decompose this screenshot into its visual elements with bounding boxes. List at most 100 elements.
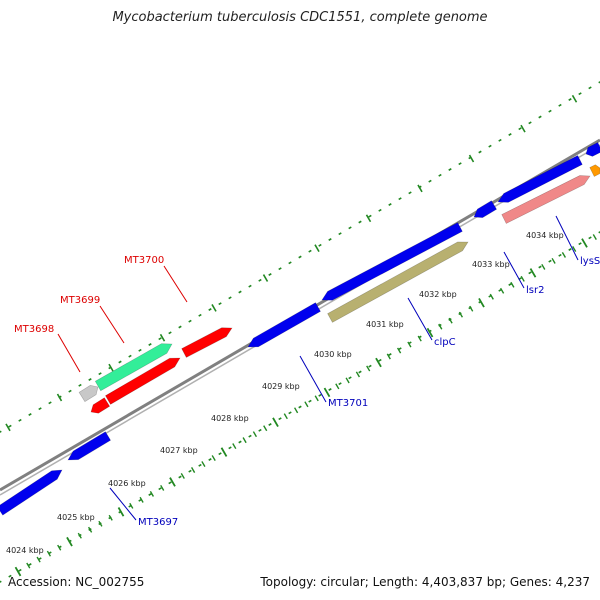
ruler-minor-tick — [57, 544, 62, 551]
ruler-minor-tick — [448, 317, 453, 324]
outer-dot — [338, 232, 342, 236]
ruler-minor-tick — [190, 467, 196, 473]
inner-dot — [598, 231, 600, 234]
inner-dot — [28, 563, 32, 566]
outer-major-tick — [56, 393, 63, 402]
ruler-minor-tick — [386, 353, 391, 360]
gene-label-mt3698: MT3698 — [14, 324, 54, 335]
gene-arrow-blue — [473, 200, 497, 218]
outer-dot — [18, 418, 22, 422]
inner-dot — [208, 458, 212, 461]
ruler-minor-tick — [293, 407, 299, 414]
outer-dot — [128, 354, 132, 358]
outer-dot — [278, 267, 282, 271]
ruler-label: 4030 kbp — [314, 350, 352, 359]
ruler-label: 4034 kbp — [526, 231, 564, 240]
ruler-major-tick — [426, 327, 434, 338]
inner-dot — [238, 440, 242, 444]
outer-dot — [148, 343, 152, 346]
ruler-label: 4025 kbp — [57, 513, 95, 522]
gene-arrow-grey — [78, 385, 99, 403]
label-connector — [555, 215, 579, 261]
ruler-minor-tick — [417, 335, 422, 342]
outer-dot — [208, 308, 212, 311]
ruler-minor-tick — [180, 473, 185, 479]
label-connector — [163, 265, 188, 303]
ruler-minor-tick — [469, 305, 474, 312]
ruler-minor-tick — [108, 514, 113, 521]
labels: 4024 kbp 4025 kbp 4026 kbp 4027 kbp 4028 kbp… — [6, 231, 600, 555]
ruler-minor-tick — [98, 520, 103, 527]
ruler-minor-tick — [438, 323, 443, 330]
outer-dot — [98, 372, 102, 376]
ruler-minor-tick — [335, 383, 340, 390]
outer-dot — [378, 208, 382, 212]
inner-dot — [158, 487, 162, 491]
outer-major-tick — [5, 423, 11, 432]
inner-dot — [398, 347, 402, 351]
outer-dot — [598, 81, 600, 84]
ruler-major-tick — [375, 357, 382, 368]
ruler-minor-tick — [458, 311, 464, 318]
gene-arrow-orange — [589, 164, 600, 177]
gene-arrow-blue — [585, 142, 600, 157]
ruler-minor-tick — [26, 562, 31, 569]
outer-dot — [308, 249, 312, 253]
outer-dot — [238, 290, 242, 294]
gene-arrow-blue — [321, 222, 463, 301]
outer-dot — [528, 121, 532, 125]
outer-dot — [488, 144, 492, 148]
genome-info-text: Topology: circular; Length: 4,403,837 bp… — [260, 575, 590, 589]
ruler-minor-tick — [520, 275, 525, 282]
inner-dot — [358, 370, 362, 374]
gene-arrow-pink — [501, 175, 591, 224]
inner-dot — [528, 271, 532, 275]
ruler-major-tick — [323, 387, 331, 398]
outer-dot — [458, 162, 462, 166]
ruler-minor-tick — [252, 431, 258, 438]
outer-major-tick — [108, 363, 114, 372]
inner-dot — [318, 393, 322, 397]
ruler-minor-tick — [499, 287, 505, 294]
ruler-minor-tick — [36, 556, 41, 563]
outer-dot — [158, 337, 162, 341]
inner-dot — [568, 248, 572, 251]
outer-dot — [578, 92, 582, 96]
gene-arrow-olive — [327, 241, 469, 323]
inner-dot — [258, 428, 262, 432]
ruler-minor-tick — [87, 526, 93, 533]
inner-dot — [578, 242, 582, 246]
outer-dot — [498, 138, 502, 142]
label-connector — [503, 251, 525, 289]
ruler-label: 4028 kbp — [211, 414, 249, 423]
outer-dot — [248, 284, 252, 288]
ruler-label: 4024 kbp — [6, 546, 44, 555]
gene-arrow-green — [94, 343, 173, 392]
outer-dot — [358, 220, 362, 224]
gene-label-clpc: clpC — [434, 337, 456, 348]
ruler-major-tick — [117, 507, 125, 517]
outer-dot — [298, 255, 302, 259]
outer-major-tick — [520, 124, 526, 133]
outer-dot — [168, 331, 172, 335]
outer-dot — [448, 168, 452, 171]
outer-dot — [48, 401, 52, 405]
ruler-minor-tick — [366, 365, 371, 372]
outer-dot — [78, 383, 82, 387]
ruler-major-tick — [581, 238, 588, 248]
gene-label-lsr2: lsr2 — [526, 285, 544, 296]
ruler-label: 4027 kbp — [160, 446, 198, 455]
inner-dot — [278, 417, 282, 421]
inner-dot — [18, 568, 22, 572]
outer-major-tick — [468, 154, 475, 163]
outer-major-tick — [211, 304, 217, 312]
ruler-minor-tick — [242, 437, 247, 444]
outer-dot — [228, 296, 232, 300]
ruler-major-tick — [478, 297, 485, 308]
outer-dot — [568, 98, 572, 101]
inner-dot — [308, 399, 312, 403]
ruler-minor-tick — [263, 425, 268, 432]
outer-dot — [398, 197, 402, 201]
ruler-minor-tick — [77, 532, 82, 539]
outer-dot — [118, 360, 122, 364]
